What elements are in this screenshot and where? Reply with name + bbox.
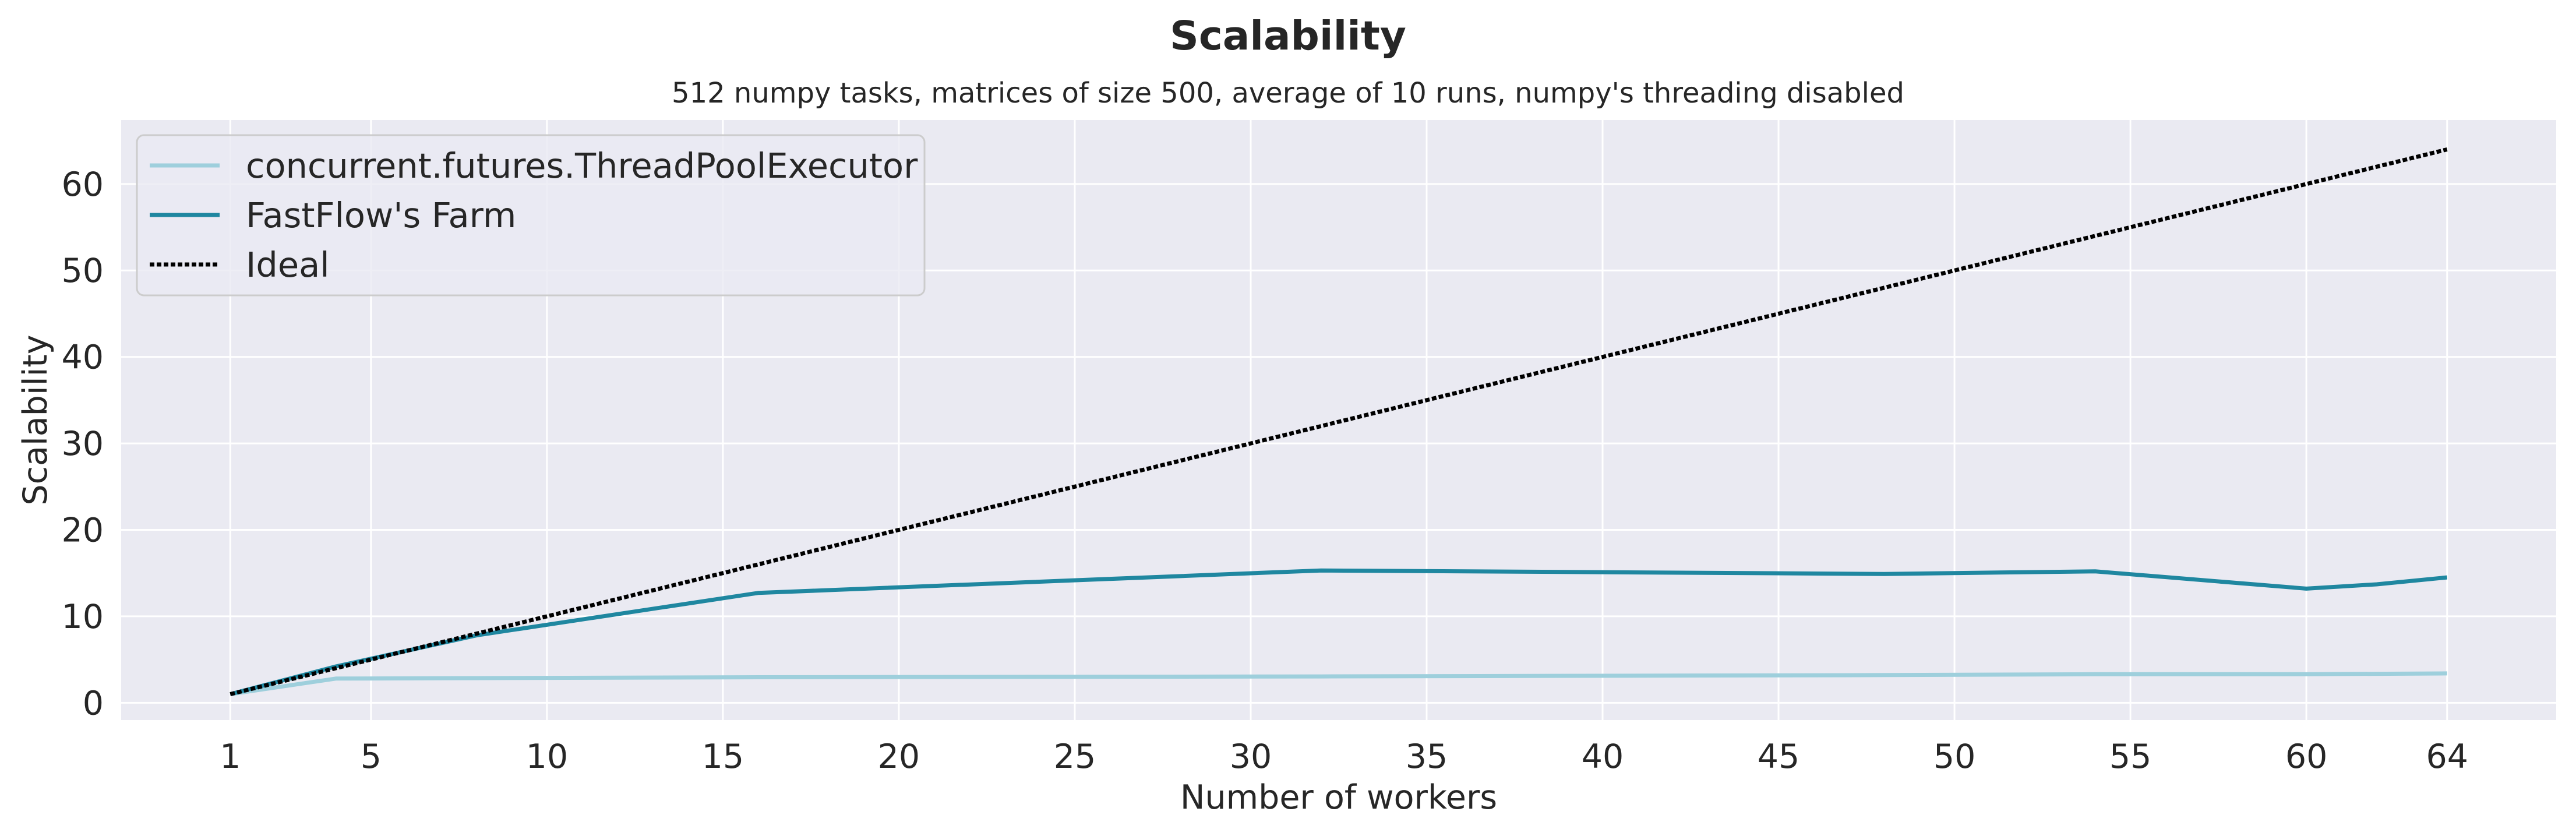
y-tick-label: 40 (61, 338, 104, 377)
series-line-1 (230, 568, 2448, 696)
x-tick-label: 55 (2109, 738, 2152, 776)
y-tick-label: 50 (61, 252, 104, 290)
legend-box (136, 134, 926, 297)
x-tick-label: 40 (1582, 738, 1624, 776)
legend-label: Ideal (246, 245, 330, 285)
legend: concurrent.futures.ThreadPoolExecutor Fas… (136, 134, 926, 297)
x-tick-label: 60 (2285, 738, 2328, 776)
y-tick-label: 60 (61, 165, 104, 204)
y-axis-ticks: 0 10 20 30 40 50 60 (61, 165, 104, 722)
x-tick-label: 64 (2426, 738, 2468, 776)
series-line-0 (230, 671, 2447, 696)
chart-subtitle: 512 numpy tasks, matrices of size 500, a… (672, 77, 1904, 110)
x-tick-label: 45 (1758, 738, 1800, 776)
y-axis-label: Scalability (16, 335, 55, 506)
y-tick-label: 0 (83, 684, 104, 722)
series-layer (230, 147, 2448, 696)
x-tick-label: 20 (878, 738, 920, 776)
y-tick-label: 30 (61, 425, 104, 463)
x-tick-label: 50 (1933, 738, 1976, 776)
x-axis-ticks: 1 5 10 15 20 25 30 35 40 45 50 55 60 64 (220, 738, 2468, 776)
y-tick-label: 20 (61, 511, 104, 549)
x-tick-label: 5 (361, 738, 382, 776)
chart-title: Scalability (1170, 13, 1406, 59)
legend-label: FastFlow's Farm (246, 195, 516, 235)
x-tick-label: 15 (702, 738, 744, 776)
x-tick-label: 30 (1230, 738, 1272, 776)
x-tick-label: 35 (1406, 738, 1448, 776)
x-tick-label: 1 (220, 738, 241, 776)
y-tick-label: 10 (61, 598, 104, 636)
x-tick-label: 10 (526, 738, 569, 776)
legend-label: concurrent.futures.ThreadPoolExecutor (246, 146, 918, 186)
series-line-2 (230, 147, 2448, 696)
x-axis-label: Number of workers (1180, 778, 1497, 817)
x-tick-label: 25 (1054, 738, 1096, 776)
